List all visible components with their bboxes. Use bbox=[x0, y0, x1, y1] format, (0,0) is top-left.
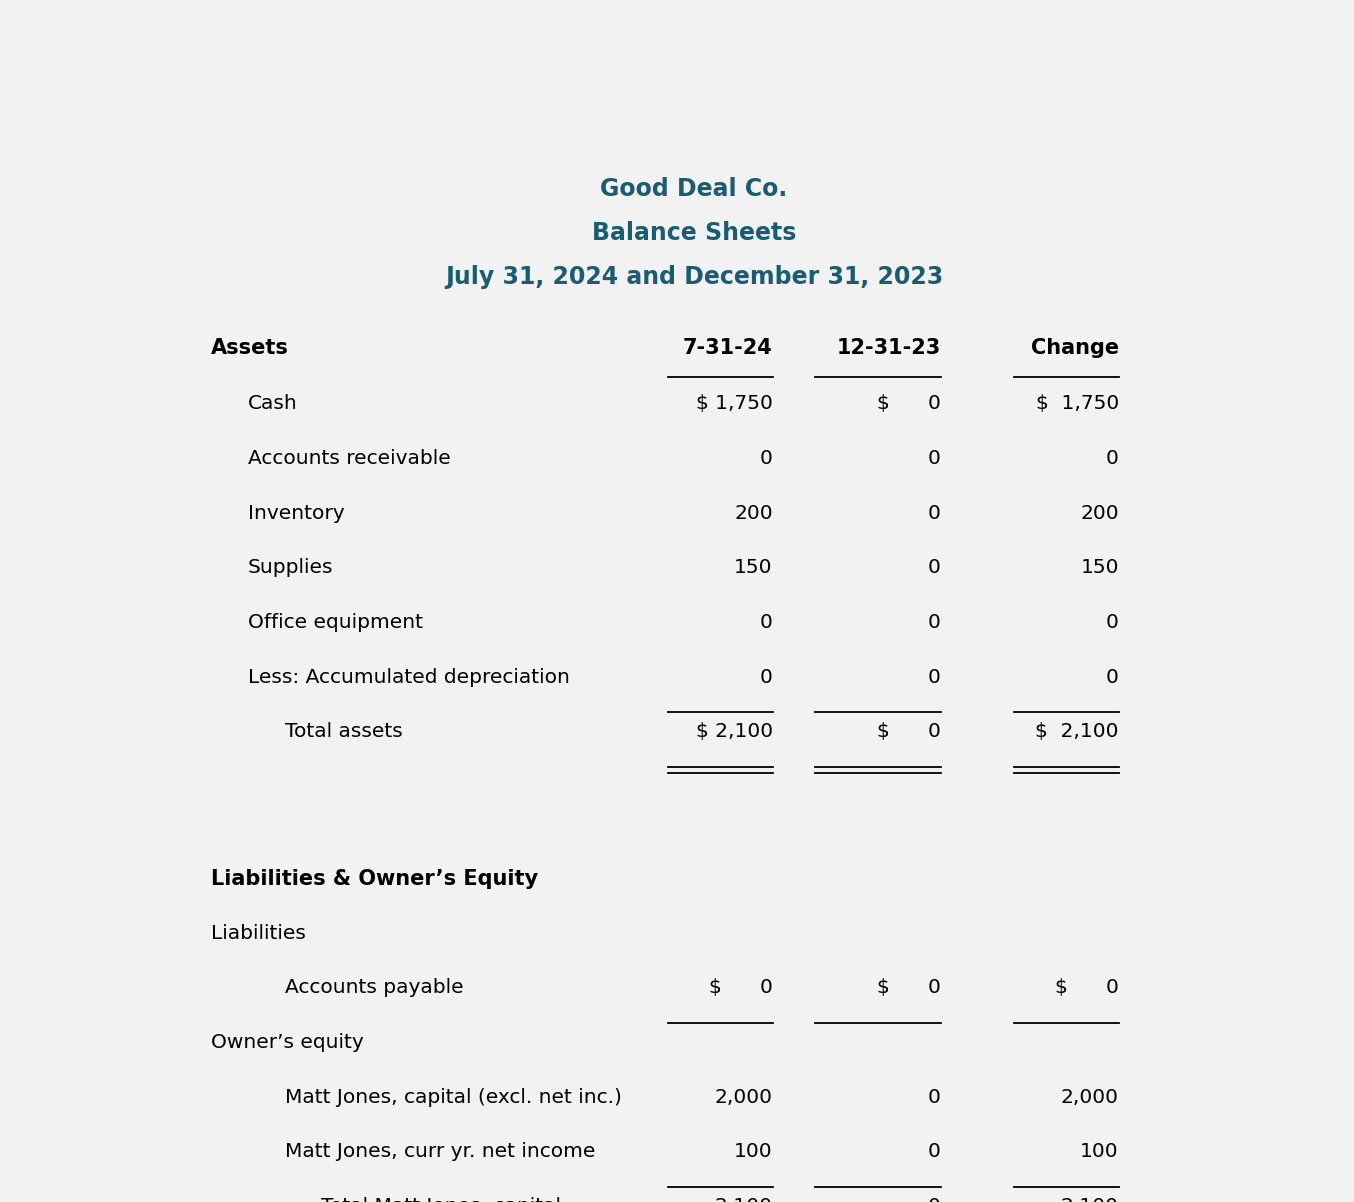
Text: 0: 0 bbox=[927, 504, 941, 523]
Text: Matt Jones, capital (excl. net inc.): Matt Jones, capital (excl. net inc.) bbox=[284, 1088, 621, 1107]
Text: 7-31-24: 7-31-24 bbox=[682, 338, 773, 358]
Text: Matt Jones, curr yr. net income: Matt Jones, curr yr. net income bbox=[284, 1142, 594, 1161]
Text: Owner’s equity: Owner’s equity bbox=[211, 1033, 364, 1052]
Text: July 31, 2024 and December 31, 2023: July 31, 2024 and December 31, 2023 bbox=[445, 266, 942, 290]
Text: Good Deal Co.: Good Deal Co. bbox=[600, 177, 788, 201]
Text: 200: 200 bbox=[734, 504, 773, 523]
Text: 2,100: 2,100 bbox=[715, 1197, 773, 1202]
Text: Accounts receivable: Accounts receivable bbox=[248, 450, 451, 468]
Text: Liabilities & Owner’s Equity: Liabilities & Owner’s Equity bbox=[211, 869, 539, 889]
Text: Accounts payable: Accounts payable bbox=[284, 978, 463, 998]
Text: $      0: $ 0 bbox=[1055, 978, 1118, 998]
Text: 0: 0 bbox=[927, 1142, 941, 1161]
Text: $      0: $ 0 bbox=[876, 978, 941, 998]
Text: 0: 0 bbox=[927, 667, 941, 686]
Text: $ 2,100: $ 2,100 bbox=[696, 722, 773, 742]
Text: 0: 0 bbox=[1106, 667, 1118, 686]
Text: 0: 0 bbox=[1106, 450, 1118, 468]
Text: Cash: Cash bbox=[248, 394, 298, 413]
Text: 0: 0 bbox=[927, 558, 941, 577]
Text: 2,100: 2,100 bbox=[1062, 1197, 1118, 1202]
Text: Inventory: Inventory bbox=[248, 504, 344, 523]
Text: 100: 100 bbox=[734, 1142, 773, 1161]
Text: 0: 0 bbox=[1106, 613, 1118, 632]
Text: $      0: $ 0 bbox=[876, 394, 941, 413]
Text: 2,000: 2,000 bbox=[1062, 1088, 1118, 1107]
Text: Supplies: Supplies bbox=[248, 558, 333, 577]
Text: Total Matt Jones, capital: Total Matt Jones, capital bbox=[321, 1197, 562, 1202]
Text: Liabilities: Liabilities bbox=[211, 924, 306, 942]
Text: Less: Accumulated depreciation: Less: Accumulated depreciation bbox=[248, 667, 570, 686]
Text: Office equipment: Office equipment bbox=[248, 613, 422, 632]
Text: $  2,100: $ 2,100 bbox=[1036, 722, 1118, 742]
Text: 0: 0 bbox=[927, 1197, 941, 1202]
Text: Balance Sheets: Balance Sheets bbox=[592, 221, 796, 245]
Text: $ 1,750: $ 1,750 bbox=[696, 394, 773, 413]
Text: 0: 0 bbox=[760, 450, 773, 468]
Text: Change: Change bbox=[1030, 338, 1118, 358]
Text: 0: 0 bbox=[760, 613, 773, 632]
Text: 200: 200 bbox=[1080, 504, 1118, 523]
Text: 0: 0 bbox=[927, 1088, 941, 1107]
Text: 0: 0 bbox=[927, 613, 941, 632]
Text: 2,000: 2,000 bbox=[715, 1088, 773, 1107]
Text: Total assets: Total assets bbox=[284, 722, 402, 742]
Text: Assets: Assets bbox=[211, 338, 290, 358]
Text: 0: 0 bbox=[927, 450, 941, 468]
Text: 150: 150 bbox=[1080, 558, 1118, 577]
Text: 0: 0 bbox=[760, 667, 773, 686]
Text: $      0: $ 0 bbox=[708, 978, 773, 998]
Text: $  1,750: $ 1,750 bbox=[1036, 394, 1118, 413]
Text: 150: 150 bbox=[734, 558, 773, 577]
Text: 100: 100 bbox=[1080, 1142, 1118, 1161]
Text: 12-31-23: 12-31-23 bbox=[837, 338, 941, 358]
Text: $      0: $ 0 bbox=[876, 722, 941, 742]
